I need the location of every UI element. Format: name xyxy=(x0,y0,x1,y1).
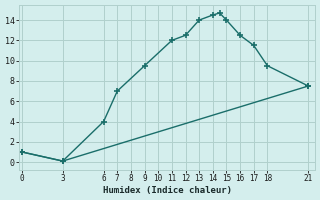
X-axis label: Humidex (Indice chaleur): Humidex (Indice chaleur) xyxy=(103,186,232,195)
